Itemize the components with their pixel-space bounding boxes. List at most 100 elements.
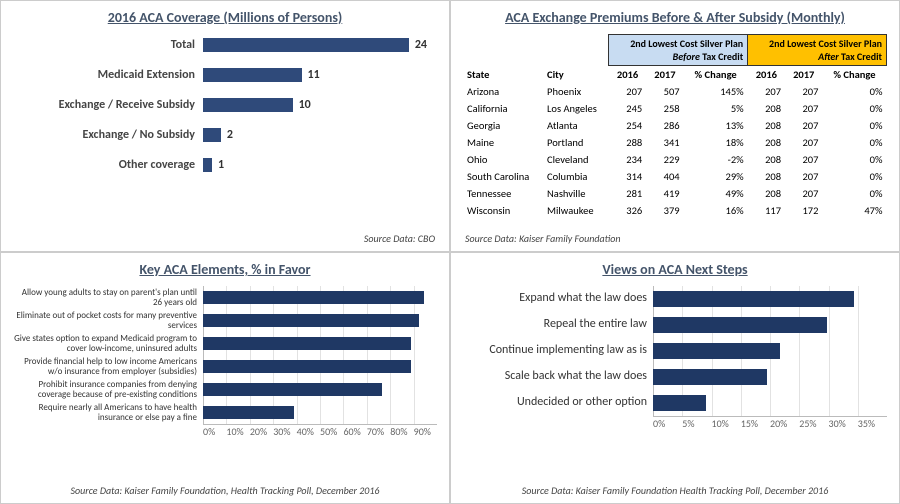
cell: 5%: [684, 100, 748, 117]
cell: 419: [646, 185, 683, 202]
col-header: % Change: [822, 66, 886, 84]
cell: 326: [609, 202, 646, 219]
premium-table-container: 2nd Lowest Cost Silver PlanBefore Tax Cr…: [463, 34, 887, 219]
cell: 207: [785, 134, 822, 151]
bar: [203, 38, 409, 52]
cell: 404: [646, 168, 683, 185]
bar-value: 1: [218, 158, 224, 172]
cell: 288: [609, 134, 646, 151]
cell: South Carolina: [463, 168, 543, 185]
cell: 286: [646, 117, 683, 134]
bar: [203, 360, 411, 373]
cell: 254: [609, 117, 646, 134]
col-header: 2017: [785, 66, 822, 84]
cell: 379: [646, 202, 683, 219]
source-text: Source Data: Kaiser Family Foundation, H…: [1, 484, 449, 497]
cell: 0%: [822, 134, 886, 151]
source-text: Source Data: CBO: [364, 232, 435, 245]
bar: [203, 337, 411, 350]
cell: 208: [748, 100, 785, 117]
bar-label: Allow young adults to stay on parent's p…: [13, 286, 203, 309]
bar: [203, 98, 293, 112]
bar: [203, 291, 424, 304]
group-header: 2nd Lowest Cost Silver PlanAfter Tax Cre…: [748, 35, 887, 66]
col-header: % Change: [684, 66, 748, 84]
cell: Georgia: [463, 117, 543, 134]
cell: Ohio: [463, 151, 543, 168]
chart-title: Views on ACA Next Steps: [463, 261, 887, 278]
table-row: TennesseeNashville28141949%2082070%: [463, 185, 887, 202]
panel-premium-table: ACA Exchange Premiums Before & After Sub…: [450, 0, 900, 252]
cell: 145%: [684, 83, 748, 100]
axis-tick: 50%: [320, 425, 343, 438]
bar-label: Medicaid Extension: [23, 68, 203, 82]
cell: 0%: [822, 83, 886, 100]
chart-title: 2016 ACA Coverage (Millions of Persons): [13, 9, 437, 26]
cell: 208: [748, 134, 785, 151]
table-row: MainePortland28834118%2082070%: [463, 134, 887, 151]
table-row: ArizonaPhoenix207507145%2072070%: [463, 83, 887, 100]
bar: [653, 395, 706, 411]
panel-favor-chart: Key ACA Elements, % in Favor Allow young…: [0, 252, 450, 504]
axis-tick: 30%: [273, 425, 296, 438]
cell: 29%: [684, 168, 748, 185]
group-header: 2nd Lowest Cost Silver PlanBefore Tax Cr…: [609, 35, 748, 66]
cell: 207: [785, 83, 822, 100]
cell: Columbia: [543, 168, 609, 185]
cell: 0%: [822, 168, 886, 185]
axis-tick: 20%: [770, 417, 799, 430]
bar-row: Exchange / Receive Subsidy 10: [23, 98, 427, 112]
bar-label: Eliminate out of pocket costs for many p…: [13, 309, 203, 332]
axis-tick: 15%: [741, 417, 770, 430]
axis-tick: 10%: [226, 425, 249, 438]
cell: Nashville: [543, 185, 609, 202]
cell: 341: [646, 134, 683, 151]
bar: [653, 369, 767, 385]
premium-table: 2nd Lowest Cost Silver PlanBefore Tax Cr…: [463, 34, 887, 219]
cell: Maine: [463, 134, 543, 151]
bar-value: 11: [308, 68, 320, 82]
bar-value: 2: [227, 128, 233, 142]
cell: 507: [646, 83, 683, 100]
cell: 47%: [822, 202, 886, 219]
cell: 208: [748, 168, 785, 185]
cell: 208: [748, 185, 785, 202]
cell: Phoenix: [543, 83, 609, 100]
bar-row: Exchange / No Subsidy2: [23, 128, 427, 142]
bar-label: Expand what the law does: [463, 286, 653, 312]
table-row: South CarolinaColumbia31440429%2082070%: [463, 168, 887, 185]
bar-value: 10: [299, 98, 311, 112]
bar-chart-br: Expand what the law doesRepeal the entir…: [463, 286, 887, 430]
cell: -2%: [684, 151, 748, 168]
cell: 207: [785, 117, 822, 134]
bar-chart-tl: Total24Medicaid Extension11Exchange / Re…: [13, 34, 437, 192]
bar-label: Exchange / Receive Subsidy: [23, 98, 203, 112]
bar-chart-bl: Allow young adults to stay on parent's p…: [13, 286, 437, 438]
axis-tick: 0%: [653, 417, 682, 430]
table-row: GeorgiaAtlanta25428613%2082070%: [463, 117, 887, 134]
axis-tick: 70%: [367, 425, 390, 438]
bar: [653, 343, 780, 359]
cell: California: [463, 100, 543, 117]
cell: Los Angeles: [543, 100, 609, 117]
source-text: Source Data: Kaiser Family Foundation: [465, 232, 621, 245]
bar: [653, 317, 827, 333]
cell: 18%: [684, 134, 748, 151]
source-text: Source Data: Kaiser Family Foundation He…: [451, 484, 899, 497]
bar-label: Scale back what the law does: [463, 364, 653, 390]
bar-row: Medicaid Extension 11: [23, 68, 427, 82]
cell: 207: [785, 100, 822, 117]
cell: Tennessee: [463, 185, 543, 202]
bar-label: Prohibit insurance companies from denyin…: [13, 378, 203, 401]
axis-tick: 0%: [203, 425, 226, 438]
axis-tick: 25%: [799, 417, 828, 430]
bar-label: Undecided or other option: [463, 390, 653, 416]
bar-row: Other coverage1: [23, 158, 427, 172]
axis-tick: 80%: [390, 425, 413, 438]
bar: [203, 158, 212, 172]
cell: 16%: [684, 202, 748, 219]
cell: 0%: [822, 151, 886, 168]
cell: 229: [646, 151, 683, 168]
col-header: 2016: [748, 66, 785, 84]
bar-label: Continue implementing law as is: [463, 338, 653, 364]
